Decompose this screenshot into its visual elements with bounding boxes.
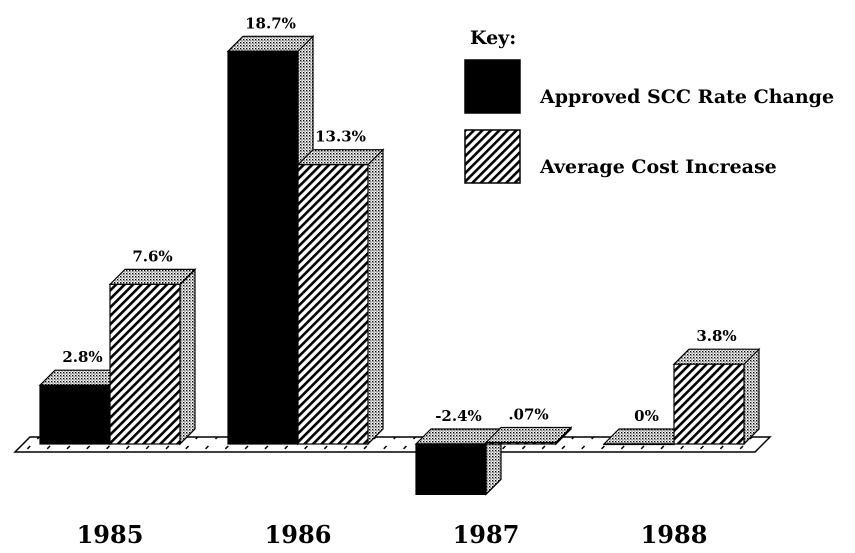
legend-title: Key: (470, 27, 516, 49)
bar-top (484, 426, 573, 444)
value-label: 18.7% (245, 14, 296, 32)
value-label: 7.6% (132, 247, 172, 265)
bar-top (226, 35, 315, 52)
bar-side (743, 347, 760, 446)
value-label: 13.3% (315, 128, 366, 146)
value-label: 0% (634, 407, 659, 425)
bar (227, 50, 299, 445)
bar (297, 164, 369, 445)
value-label: 3.8% (696, 327, 736, 345)
value-label: .07% (508, 406, 548, 424)
legend-swatch (464, 129, 521, 184)
value-label: -2.4% (435, 407, 482, 425)
legend-swatch (464, 59, 521, 114)
bar (603, 443, 675, 446)
bar-top (296, 149, 385, 166)
bar-top (108, 268, 197, 285)
x-tick-label: 1988 (641, 520, 708, 549)
bar (673, 363, 745, 445)
x-tick-label: 1985 (77, 520, 144, 549)
legend-label: Average Cost Increase (539, 156, 777, 178)
bar-side (367, 148, 384, 446)
bar (415, 443, 487, 496)
x-tick-label: 1987 (453, 520, 520, 549)
x-tick-label: 1986 (265, 520, 332, 549)
bar-side (179, 267, 196, 446)
bar-top (672, 348, 761, 365)
legend-label: Approved SCC Rate Change (539, 86, 834, 108)
floor (13, 436, 772, 453)
bar (109, 283, 181, 445)
bar (485, 441, 557, 445)
bar (39, 384, 111, 445)
value-label: 2.8% (62, 348, 102, 366)
